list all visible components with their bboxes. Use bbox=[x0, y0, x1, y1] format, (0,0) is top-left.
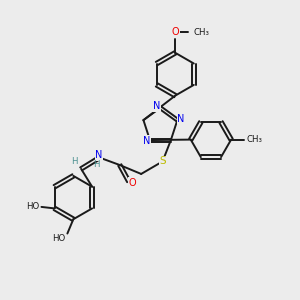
Text: N: N bbox=[143, 136, 150, 146]
Text: N: N bbox=[95, 150, 103, 160]
Text: H: H bbox=[93, 160, 100, 169]
Text: S: S bbox=[159, 157, 166, 166]
Text: CH₃: CH₃ bbox=[194, 28, 210, 37]
Text: CH₃: CH₃ bbox=[246, 135, 262, 144]
Text: O: O bbox=[128, 178, 136, 188]
Text: O: O bbox=[172, 27, 179, 37]
Text: H: H bbox=[71, 157, 78, 166]
Text: HO: HO bbox=[52, 234, 66, 243]
Text: N: N bbox=[153, 101, 160, 111]
Text: HO: HO bbox=[26, 202, 40, 211]
Text: N: N bbox=[177, 114, 184, 124]
